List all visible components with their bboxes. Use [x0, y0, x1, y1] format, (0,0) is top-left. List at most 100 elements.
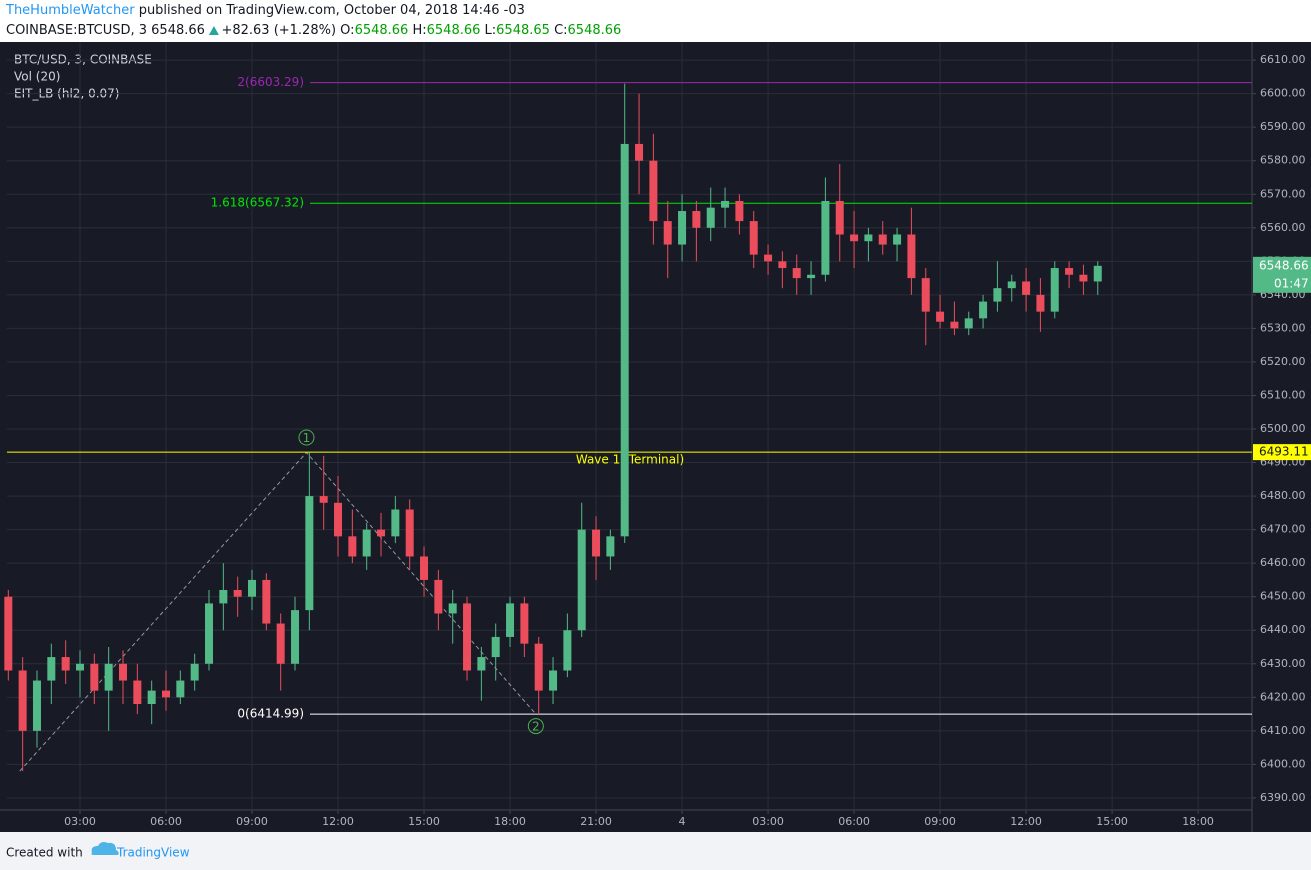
x-tick-label: 03:00: [64, 815, 96, 828]
x-tick-label: 09:00: [924, 815, 956, 828]
y-tick-label: 6440.00: [1260, 623, 1306, 636]
symbol: COINBASE:BTCUSD, 3: [6, 23, 147, 38]
y-tick-label: 6580.00: [1260, 154, 1306, 167]
y-tick-label: 6390.00: [1260, 791, 1306, 804]
wave-note: Wave 1 (Terminal): [576, 453, 684, 467]
candle-body: [190, 663, 199, 681]
candle-body: [692, 211, 701, 228]
x-tick-label: 15:00: [408, 815, 440, 828]
candle-body: [1007, 281, 1016, 289]
candle-body: [950, 321, 959, 329]
y-tick-label: 6500.00: [1260, 422, 1306, 435]
candle-body: [118, 663, 127, 681]
candle-body: [864, 234, 873, 242]
candle-body: [506, 603, 515, 637]
legend-item: Vol (20): [14, 70, 60, 84]
ohlc-value: 6548.65: [496, 23, 550, 38]
candle-body: [1093, 265, 1102, 282]
candle-body: [75, 663, 84, 671]
ohlc-value: 6548.66: [427, 23, 481, 38]
candle-body: [979, 301, 988, 319]
candle-body: [549, 670, 558, 691]
ohlc-value: 6548.66: [568, 23, 622, 38]
candle-body: [147, 690, 156, 705]
candle-body: [735, 200, 744, 222]
x-tick-label: 15:00: [1096, 815, 1128, 828]
price-tag: [1253, 444, 1311, 461]
candle-body: [592, 529, 601, 557]
wave-label: 1: [303, 431, 311, 445]
candle-body: [348, 536, 357, 557]
published: published on TradingView.com, October 04…: [139, 3, 525, 18]
candle-body: [764, 254, 773, 262]
candle-body: [233, 589, 242, 597]
ohlc-label: H:: [412, 23, 426, 38]
candle-body: [4, 596, 13, 671]
y-tick-label: 6520.00: [1260, 355, 1306, 368]
candle-body: [61, 657, 70, 671]
candle-body: [1065, 268, 1074, 275]
y-tick-label: 6610.00: [1260, 53, 1306, 66]
ohlc-label: O:: [340, 23, 354, 38]
candle-body: [104, 663, 113, 691]
x-tick-label: 09:00: [236, 815, 268, 828]
x-tick-label: 03:00: [752, 815, 784, 828]
candle-body: [907, 234, 916, 279]
fib-label: 1.618(6567.32): [211, 196, 304, 210]
tv-logo: [91, 842, 119, 855]
y-tick-label: 6450.00: [1260, 590, 1306, 603]
y-tick-label: 6510.00: [1260, 388, 1306, 401]
ohlc-label: L:: [485, 23, 497, 38]
change-arrow: [208, 26, 219, 35]
candle-body: [620, 143, 629, 537]
footer-text: Created with: [6, 846, 83, 860]
candle-body: [90, 663, 99, 691]
candle-body: [921, 278, 930, 312]
candle-body: [448, 603, 457, 614]
candle-body: [807, 274, 816, 279]
candle-body: [577, 529, 586, 631]
candle-body: [391, 509, 400, 537]
y-tick-label: 6460.00: [1260, 556, 1306, 569]
candle-body: [248, 579, 257, 597]
author[interactable]: TheHumbleWatcher: [5, 3, 135, 18]
candle-body: [993, 288, 1002, 302]
candle-body: [291, 610, 300, 664]
y-tick-label: 6400.00: [1260, 757, 1306, 770]
wave-marker: [298, 429, 315, 446]
candle-body: [649, 160, 658, 222]
candle-body: [262, 579, 271, 624]
y-tick-label: 6600.00: [1260, 87, 1306, 100]
x-tick-label: 12:00: [1010, 815, 1042, 828]
price: 6548.66: [151, 23, 205, 38]
candle-body: [749, 221, 758, 255]
candle-body: [405, 509, 414, 557]
last-price-label: 6548.66: [1259, 258, 1309, 272]
wave-marker: [527, 718, 544, 735]
countdown: 01:47: [1274, 276, 1309, 290]
y-tick-label: 6530.00: [1260, 321, 1306, 334]
ohlc-value: 6548.66: [355, 23, 409, 38]
candle-body: [721, 200, 730, 208]
candle-body: [305, 496, 314, 611]
x-tick-label: 12:00: [322, 815, 354, 828]
candle-body: [276, 623, 285, 664]
candle-body: [162, 690, 171, 698]
x-tick-label: 21:00: [580, 815, 612, 828]
candle-body: [47, 657, 56, 681]
candle-body: [420, 556, 429, 580]
candle-body: [821, 200, 830, 275]
footer-brand[interactable]: TradingView: [116, 846, 190, 860]
footer-bg: [0, 832, 1311, 870]
candle-body: [1022, 281, 1031, 295]
x-tick-label: 18:00: [1182, 815, 1214, 828]
candle-body: [850, 234, 859, 242]
candle-body: [706, 207, 715, 228]
header-line-2: COINBASE:BTCUSD, 3 6548.66 +82.63 (+1.28…: [6, 23, 621, 38]
candle-body: [319, 496, 328, 503]
candle-body: [835, 200, 844, 235]
candle-body: [334, 502, 343, 537]
candle-body: [878, 234, 887, 245]
change: +82.63 (+1.28%): [221, 23, 336, 38]
